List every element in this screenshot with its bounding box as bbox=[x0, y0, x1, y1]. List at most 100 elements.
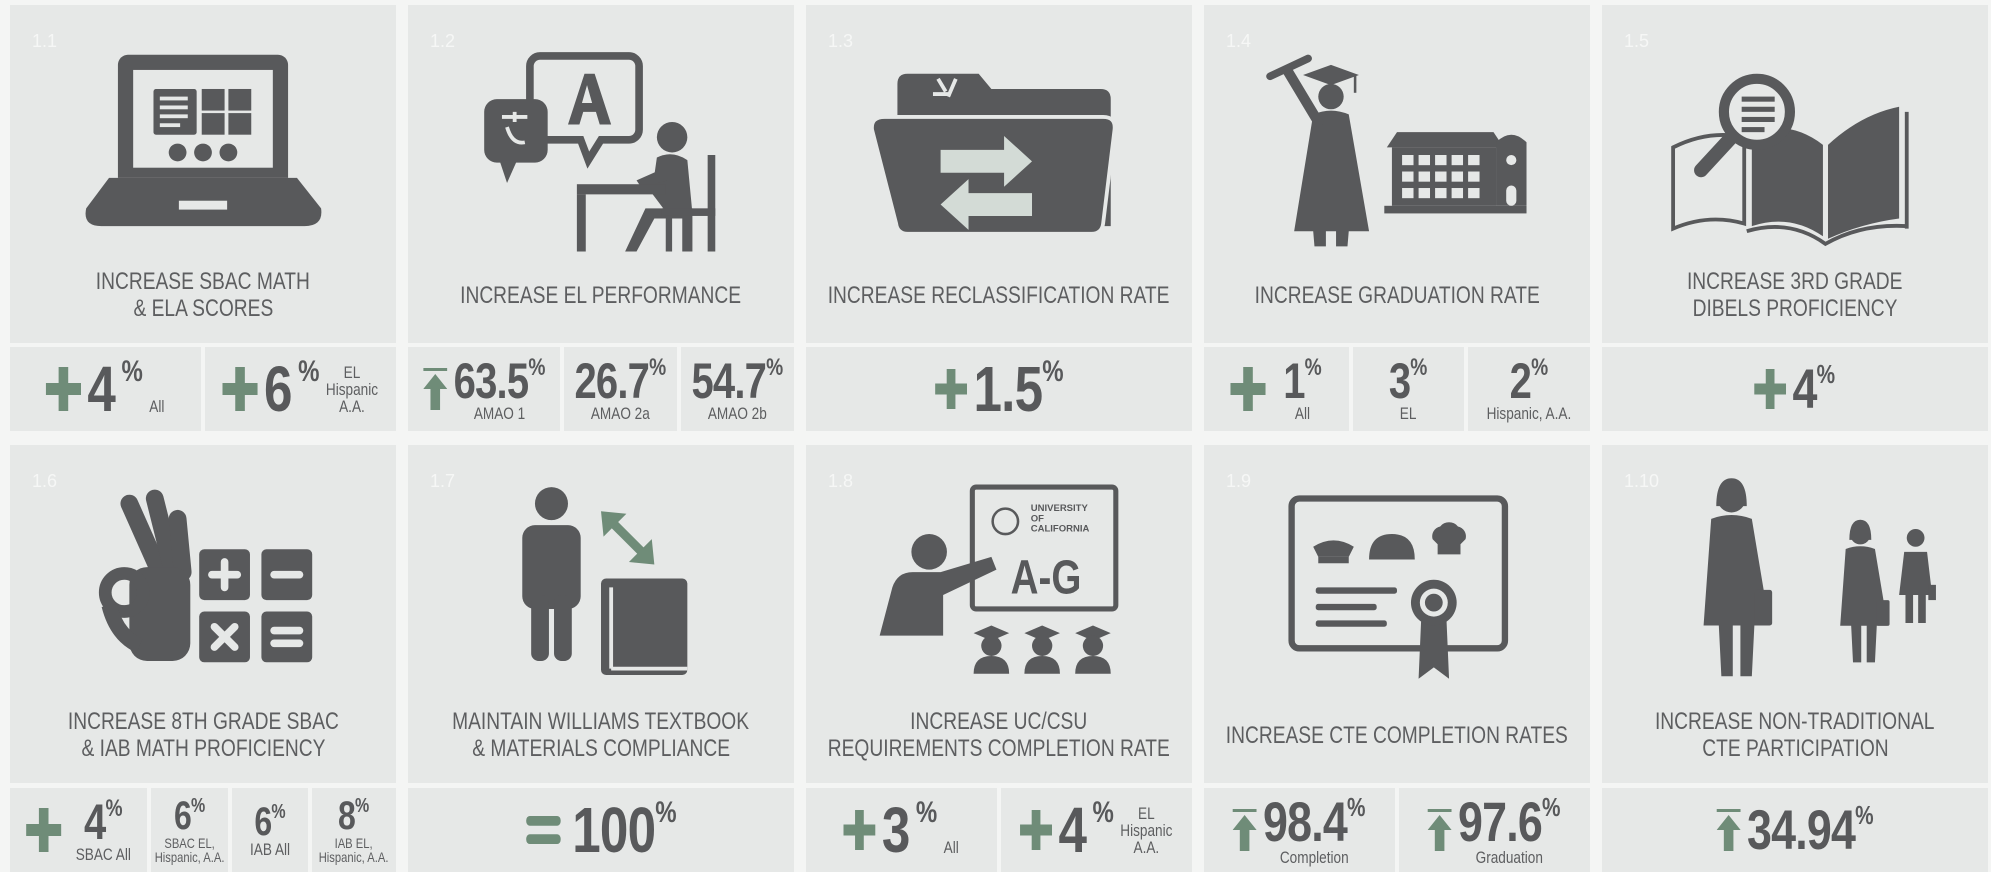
plus-icon bbox=[46, 367, 81, 411]
metric-label: All bbox=[149, 397, 165, 416]
metric-value: 6 bbox=[173, 794, 192, 838]
metric-label: Hispanic bbox=[326, 380, 379, 399]
metric-label: A.A. bbox=[339, 397, 366, 416]
title-line: INCREASE 8TH GRADE SBAC bbox=[67, 708, 339, 735]
metric-label: SBAC All bbox=[75, 845, 132, 864]
title-line: INCREASE GRADUATION RATE bbox=[1254, 281, 1540, 309]
up-arrow-icon bbox=[1716, 809, 1740, 851]
goal-card: 1.3 INCREASE RECLASSIFICATION RATE bbox=[806, 5, 1192, 343]
metric-unit: % bbox=[271, 801, 286, 823]
metric-value: 2 bbox=[1509, 353, 1532, 409]
metric-unit: % bbox=[1092, 796, 1115, 829]
metric-unit: % bbox=[355, 795, 370, 817]
title-line: REQUIREMENTS COMPLETION RATE bbox=[827, 735, 1171, 762]
metric-label: Hispanic, A.A. bbox=[154, 849, 225, 865]
metric: 6% IAB All bbox=[231, 788, 309, 872]
icon-text: UNIVERSITY bbox=[1031, 503, 1089, 514]
plus-icon bbox=[26, 808, 61, 852]
goal-number: 1.4 bbox=[1226, 31, 1252, 51]
up-arrow-icon bbox=[1233, 809, 1257, 851]
graduation-icon bbox=[1266, 54, 1527, 247]
metric: 54.7% AMAO 2b bbox=[681, 347, 794, 431]
title-line: INCREASE UC/CSU bbox=[910, 708, 1088, 735]
metric: 34.94% bbox=[1602, 788, 1988, 872]
metric-value: 1.5 bbox=[973, 353, 1043, 425]
goal-title: INCREASE CTE COMPLETION RATES bbox=[1204, 699, 1590, 771]
folder-icon bbox=[870, 73, 1117, 236]
equals-icon bbox=[526, 816, 561, 844]
up-arrow-icon bbox=[423, 368, 447, 410]
metric-unit: % bbox=[1542, 792, 1561, 822]
metric: 3% EL bbox=[1352, 347, 1464, 431]
metric-label: Hispanic, A.A. bbox=[1486, 404, 1572, 423]
goal-title: MAINTAIN WILLIAMS TEXTBOOK & MATERIALS CO… bbox=[408, 699, 794, 771]
metric-value: 4 bbox=[84, 794, 106, 850]
goal-number: 1.7 bbox=[430, 471, 456, 491]
metric-unit: % bbox=[1304, 354, 1322, 381]
metric: 4% All bbox=[10, 347, 201, 431]
metric-unit: % bbox=[1531, 354, 1549, 381]
metric-label: All bbox=[1295, 404, 1311, 423]
goal-card: 1.4 INCREASE GRADUATION RATE bbox=[1204, 5, 1590, 343]
metric-value: 3 bbox=[882, 794, 910, 866]
title-line: INCREASE 3RD GRADE bbox=[1687, 268, 1903, 295]
metric-unit: % bbox=[1041, 355, 1064, 388]
goal-card: 1.5 INCREASE 3RD GRADE DIBELS PROFICIENCY bbox=[1602, 5, 1988, 343]
up-arrow-icon bbox=[1428, 809, 1452, 851]
metric-value: 6 bbox=[264, 353, 292, 425]
metric-label: SBAC EL, bbox=[164, 835, 215, 851]
metrics: 100% bbox=[408, 788, 794, 872]
goal-card: 1.8 UNIVERSITY OF CALIFORNIA A-G INCREAS… bbox=[806, 445, 1192, 783]
metric: 4% SBAC All bbox=[10, 788, 148, 872]
metric: 2% Hispanic, A.A. bbox=[1467, 347, 1590, 431]
metric-value: 4 bbox=[1058, 794, 1087, 866]
metric-label: AMAO 2b bbox=[708, 404, 768, 423]
title-line: INCREASE SBAC MATH bbox=[95, 268, 311, 295]
title-line: DIBELS PROFICIENCY bbox=[1692, 295, 1898, 322]
metrics: 63.5% AMAO 1 26.7% AMAO 2a 54.7% AMAO 2b bbox=[408, 347, 794, 431]
metric-label: Hispanic bbox=[1120, 821, 1173, 840]
metric-label: IAB All bbox=[249, 840, 290, 859]
metric-unit: % bbox=[1410, 354, 1428, 381]
goal-number: 1.5 bbox=[1624, 31, 1650, 51]
metric-label: Graduation bbox=[1476, 848, 1544, 867]
metric-unit: % bbox=[649, 354, 667, 381]
goal-title: INCREASE 3RD GRADE DIBELS PROFICIENCY bbox=[1602, 259, 1988, 331]
icon-text: CALIFORNIA bbox=[1031, 524, 1090, 535]
metrics: 3% All 4% EL Hispanic A.A. bbox=[806, 788, 1192, 872]
metric-unit: % bbox=[1854, 800, 1874, 830]
goal-card: 1.1 INCREASE SBAC MATH & ELA SCORES bbox=[10, 5, 396, 343]
metric-label: IAB EL, bbox=[335, 835, 374, 851]
metric-value: 54.7 bbox=[691, 353, 767, 409]
metric: 63.5% AMAO 1 bbox=[408, 347, 561, 431]
metric: 6% SBAC EL, Hispanic, A.A. bbox=[151, 788, 228, 872]
metric-unit: % bbox=[121, 355, 144, 388]
metric: 1.5% bbox=[806, 347, 1192, 431]
textbook-icon bbox=[522, 487, 688, 675]
metric-unit: % bbox=[1817, 359, 1836, 389]
metric: 97.6% Graduation bbox=[1399, 788, 1590, 872]
title-line: INCREASE CTE COMPLETION RATES bbox=[1225, 721, 1569, 749]
plus-icon bbox=[844, 810, 876, 850]
goal-card: 1.9 INCREASE CTE COMPLETION RATES bbox=[1204, 445, 1590, 783]
goal-title: INCREASE 8TH GRADE SBAC & IAB MATH PROFIC… bbox=[10, 699, 396, 771]
plus-icon bbox=[1754, 369, 1786, 409]
metric-label: EL bbox=[1138, 804, 1155, 823]
goal-card: 1.2 INCREASE EL PERFORMANCE bbox=[408, 5, 794, 343]
metrics: 1% All 3% EL 2% Hispanic, A.A. bbox=[1204, 347, 1590, 431]
goal-number: 1.1 bbox=[32, 31, 58, 51]
metric-label: All bbox=[944, 838, 960, 857]
metric-value: 98.4 bbox=[1263, 790, 1348, 853]
plus-icon bbox=[1231, 367, 1266, 411]
goal-card: 1.10 INCREASE NON-TRADITIONAL CTE PARTICI… bbox=[1602, 445, 1988, 783]
title-line: CTE PARTICIPATION bbox=[1701, 735, 1889, 762]
metric-value: 8 bbox=[338, 794, 356, 838]
goal-title: INCREASE RECLASSIFICATION RATE bbox=[806, 259, 1192, 331]
goal-card: 1.7 MAINTAIN WILLIAMS TEXTBOOK & MATERIAL… bbox=[408, 445, 794, 783]
metric-unit: % bbox=[1347, 792, 1366, 822]
metric-value: 4 bbox=[87, 353, 116, 425]
metric: 3% All bbox=[806, 788, 997, 872]
laptop-icon bbox=[85, 54, 322, 227]
metrics: 4% bbox=[1602, 347, 1988, 431]
